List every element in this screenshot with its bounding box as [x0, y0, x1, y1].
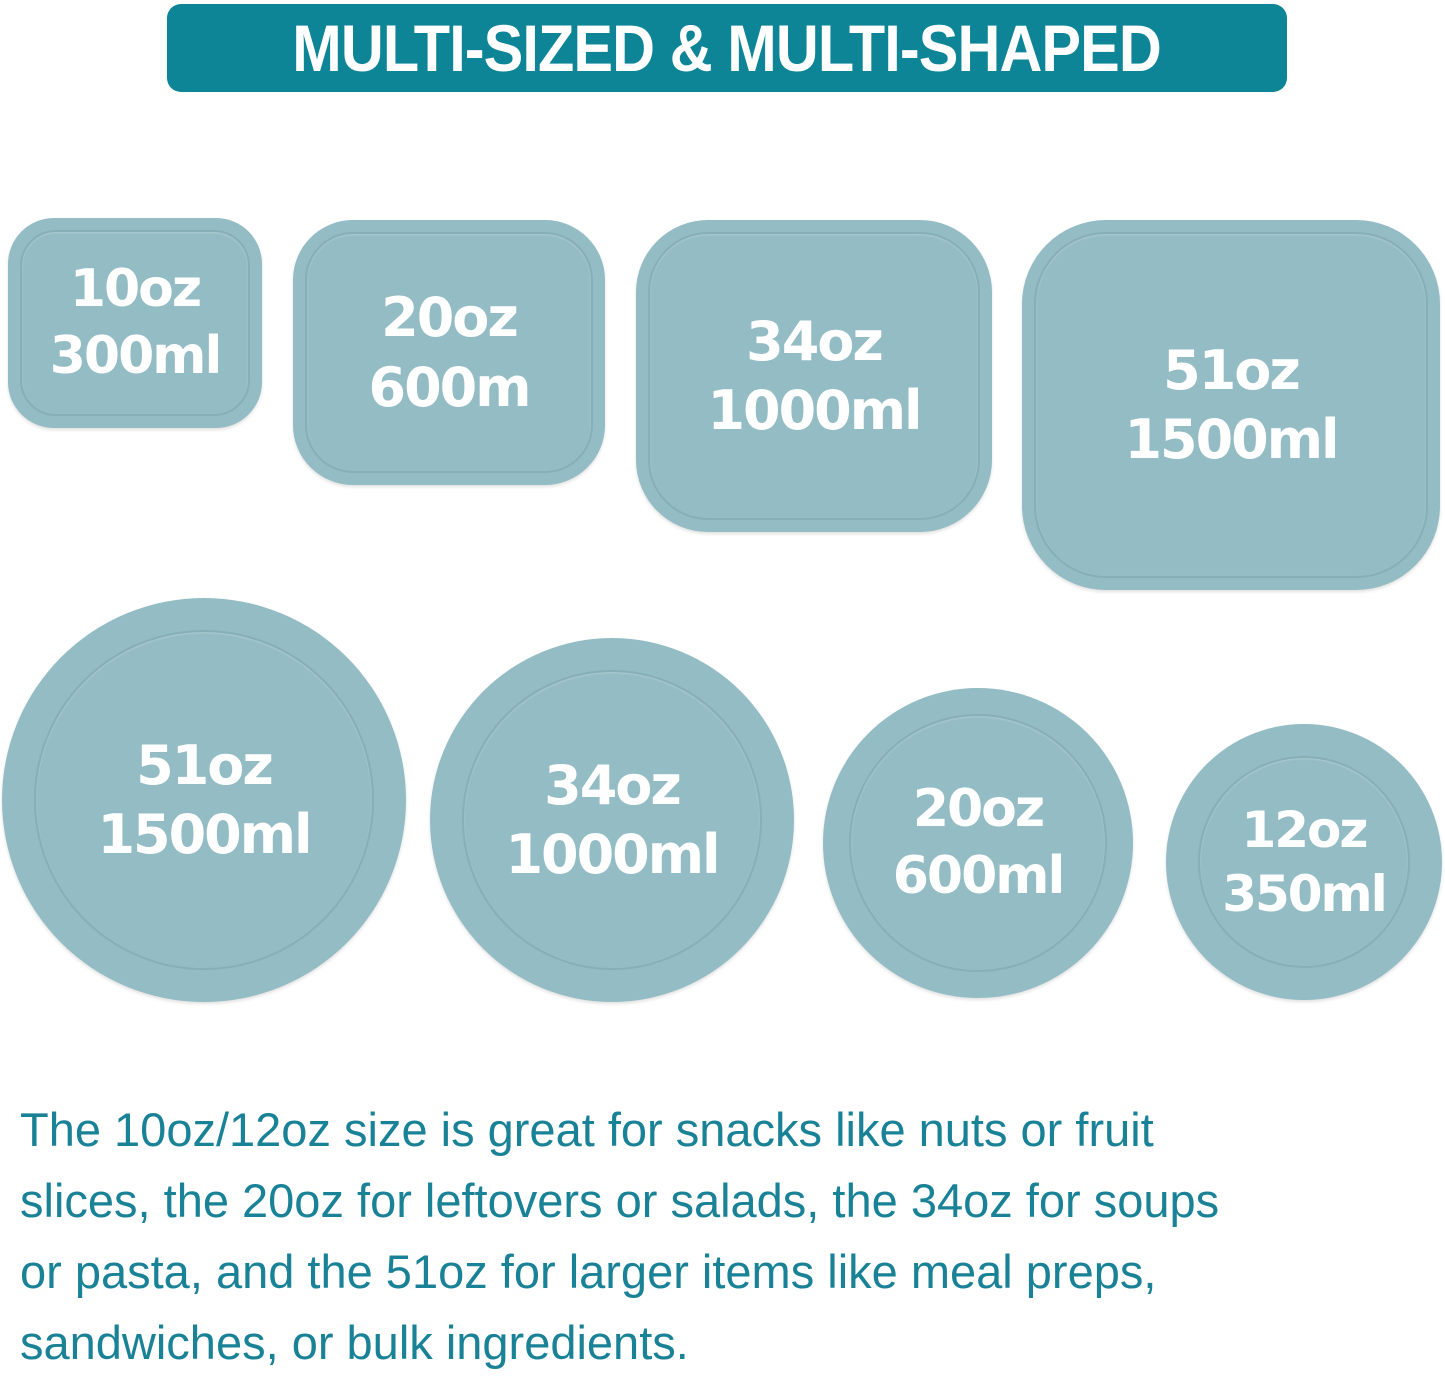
description-line: sandwiches, or bulk ingredients.	[20, 1316, 689, 1369]
lid-label: 51oz 1500ml	[1124, 336, 1339, 474]
round-lid-20oz: 20oz 600ml	[823, 688, 1133, 998]
lid-oz: 20oz	[381, 286, 519, 350]
lid-label: 34oz 1000ml	[707, 307, 922, 445]
rect-lid-51oz: 51oz 1500ml	[1022, 220, 1440, 590]
lid-ml: 600m	[368, 355, 532, 419]
lid-rim	[648, 232, 980, 520]
lid-rim	[1034, 232, 1428, 578]
lid-label: 20oz 600ml	[892, 776, 1066, 909]
lid-label: 20oz 600m	[368, 283, 532, 421]
round-lid-51oz: 51oz 1500ml	[2, 598, 406, 1002]
round-lid-34oz: 34oz 1000ml	[430, 638, 794, 1002]
lid-oz: 10oz	[69, 259, 202, 320]
description-line: The 10oz/12oz size is great for snacks l…	[20, 1103, 1154, 1156]
lid-label: 51oz 1500ml	[97, 731, 312, 869]
lid-ml: 1500ml	[1124, 408, 1339, 471]
lid-ml: 1500ml	[97, 803, 312, 866]
lid-ml: 600ml	[892, 846, 1066, 906]
lid-ml: 350ml	[1222, 865, 1388, 923]
lid-rim	[1198, 756, 1410, 968]
lid-oz: 12oz	[1241, 801, 1368, 859]
title: MULTI-SIZED & MULTI-SHAPED	[292, 11, 1163, 85]
lid-rim	[462, 670, 762, 970]
lid-ml: 300ml	[49, 326, 223, 386]
lid-oz: 51oz	[1163, 338, 1301, 402]
lid-ml: 1000ml	[505, 823, 720, 886]
lid-label: 34oz 1000ml	[505, 751, 720, 889]
lid-rim	[849, 714, 1107, 972]
lid-label: 10oz 300ml	[49, 256, 223, 389]
lid-oz: 51oz	[136, 733, 274, 797]
lid-ml: 1000ml	[707, 379, 922, 442]
lid-oz: 34oz	[746, 309, 884, 373]
description-line: or pasta, and the 51oz for larger items …	[20, 1245, 1157, 1298]
rect-lid-20oz: 20oz 600m	[293, 220, 605, 485]
lid-rim	[305, 232, 593, 473]
lid-rim	[20, 230, 250, 416]
lid-rim	[34, 630, 374, 970]
rect-lid-34oz: 34oz 1000ml	[636, 220, 992, 532]
lid-oz: 20oz	[912, 779, 1045, 840]
round-lid-12oz: 12oz 350ml	[1166, 724, 1442, 1000]
lid-label: 12oz 350ml	[1222, 798, 1388, 926]
description: The 10oz/12oz size is great for snacks l…	[20, 1094, 1219, 1378]
title-banner: MULTI-SIZED & MULTI-SHAPED	[167, 4, 1287, 92]
lid-oz: 34oz	[544, 753, 682, 817]
rect-lid-10oz: 10oz 300ml	[8, 218, 262, 428]
description-line: slices, the 20oz for leftovers or salads…	[20, 1174, 1220, 1227]
